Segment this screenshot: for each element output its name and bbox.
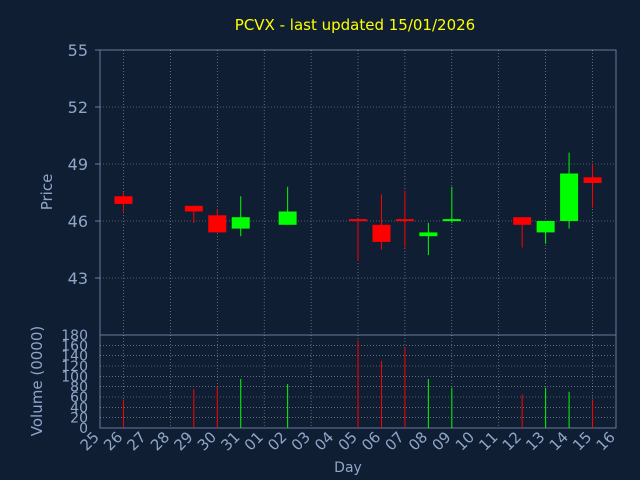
candle-15: [583, 164, 602, 208]
candle-body: [184, 205, 203, 212]
candle-body: [560, 173, 579, 221]
candle-02: [278, 186, 297, 225]
day-tick-label: 03: [288, 428, 314, 454]
day-tick-label: 16: [593, 428, 619, 454]
day-tick-label: 05: [335, 428, 361, 454]
candle-12: [513, 217, 532, 248]
price-axis-label: Price: [38, 174, 56, 211]
volume-tick-label: 20: [70, 411, 88, 427]
day-tick-label: 01: [241, 428, 267, 454]
day-tick-label: 26: [100, 428, 126, 454]
day-tick-label: 28: [147, 428, 173, 454]
candle-14: [560, 152, 579, 229]
candle-body: [372, 224, 391, 242]
candle-31: [231, 196, 250, 237]
candle-body: [278, 211, 297, 225]
volume-tick-label: 140: [61, 349, 88, 365]
candle-body: [208, 215, 227, 233]
day-tick-label: 13: [522, 428, 548, 454]
day-tick-label: 04: [311, 428, 337, 454]
price-tick-label: 55: [68, 41, 88, 60]
day-tick-label: 02: [264, 428, 290, 454]
day-tick-label: 30: [194, 428, 220, 454]
day-tick-label: 11: [475, 428, 501, 454]
candle-body: [114, 196, 133, 204]
day-tick-label: 27: [124, 428, 150, 454]
candle-body: [583, 177, 602, 183]
candle-09: [442, 186, 461, 223]
volume-tick-label: 120: [61, 359, 88, 375]
day-tick-label: 08: [405, 428, 431, 454]
day-tick-label: 09: [428, 428, 454, 454]
day-tick-label: 10: [452, 428, 478, 454]
day-tick-label: 29: [170, 428, 196, 454]
day-tick-label: 06: [358, 428, 384, 454]
volume-tick-label: 180: [61, 328, 88, 344]
candle-body: [513, 217, 532, 225]
price-tick-label: 49: [68, 155, 88, 174]
candle-26: [114, 192, 133, 212]
candle-body: [395, 219, 414, 222]
candle-08: [419, 222, 438, 256]
price-tick-label: 46: [68, 212, 88, 231]
chart-title: PCVX - last updated 15/01/2026: [235, 16, 475, 34]
day-tick-label: 15: [569, 428, 595, 454]
volume-tick-label: 160: [61, 338, 88, 354]
price-tick-label: 52: [68, 98, 88, 117]
candle-13: [536, 221, 555, 244]
candle-body: [536, 221, 555, 233]
x-axis-label: Day: [334, 460, 362, 476]
candle-29: [184, 205, 203, 223]
day-tick-label: 12: [499, 428, 525, 454]
day-tick-labels: 2526272829303101020304050607080910111213…: [77, 428, 619, 454]
volume-tick-label: 0: [79, 421, 88, 437]
volume-tick-label: 80: [70, 380, 88, 396]
candle-body: [419, 232, 438, 237]
price-tick-label: 43: [68, 269, 88, 288]
candle-body: [349, 219, 367, 222]
candle-06: [372, 194, 391, 250]
candlesticks: [114, 152, 602, 261]
volume-axis-label: Volume (0000): [28, 326, 46, 436]
volume-bars: [122, 340, 594, 428]
candle-body: [231, 217, 250, 229]
volume-tick-label: 60: [70, 390, 88, 406]
volume-tick-label: 40: [70, 400, 88, 416]
volume-tick-label: 100: [61, 369, 88, 385]
day-tick-label: 31: [217, 428, 243, 454]
candle-07: [395, 190, 414, 248]
candle-30: [208, 209, 227, 233]
candle-body: [442, 219, 461, 222]
candle-05: [349, 219, 367, 261]
price-tick-labels: 55 52 49 46 43: [68, 41, 100, 288]
day-tick-label: 14: [546, 428, 572, 454]
day-tick-label: 07: [382, 428, 408, 454]
